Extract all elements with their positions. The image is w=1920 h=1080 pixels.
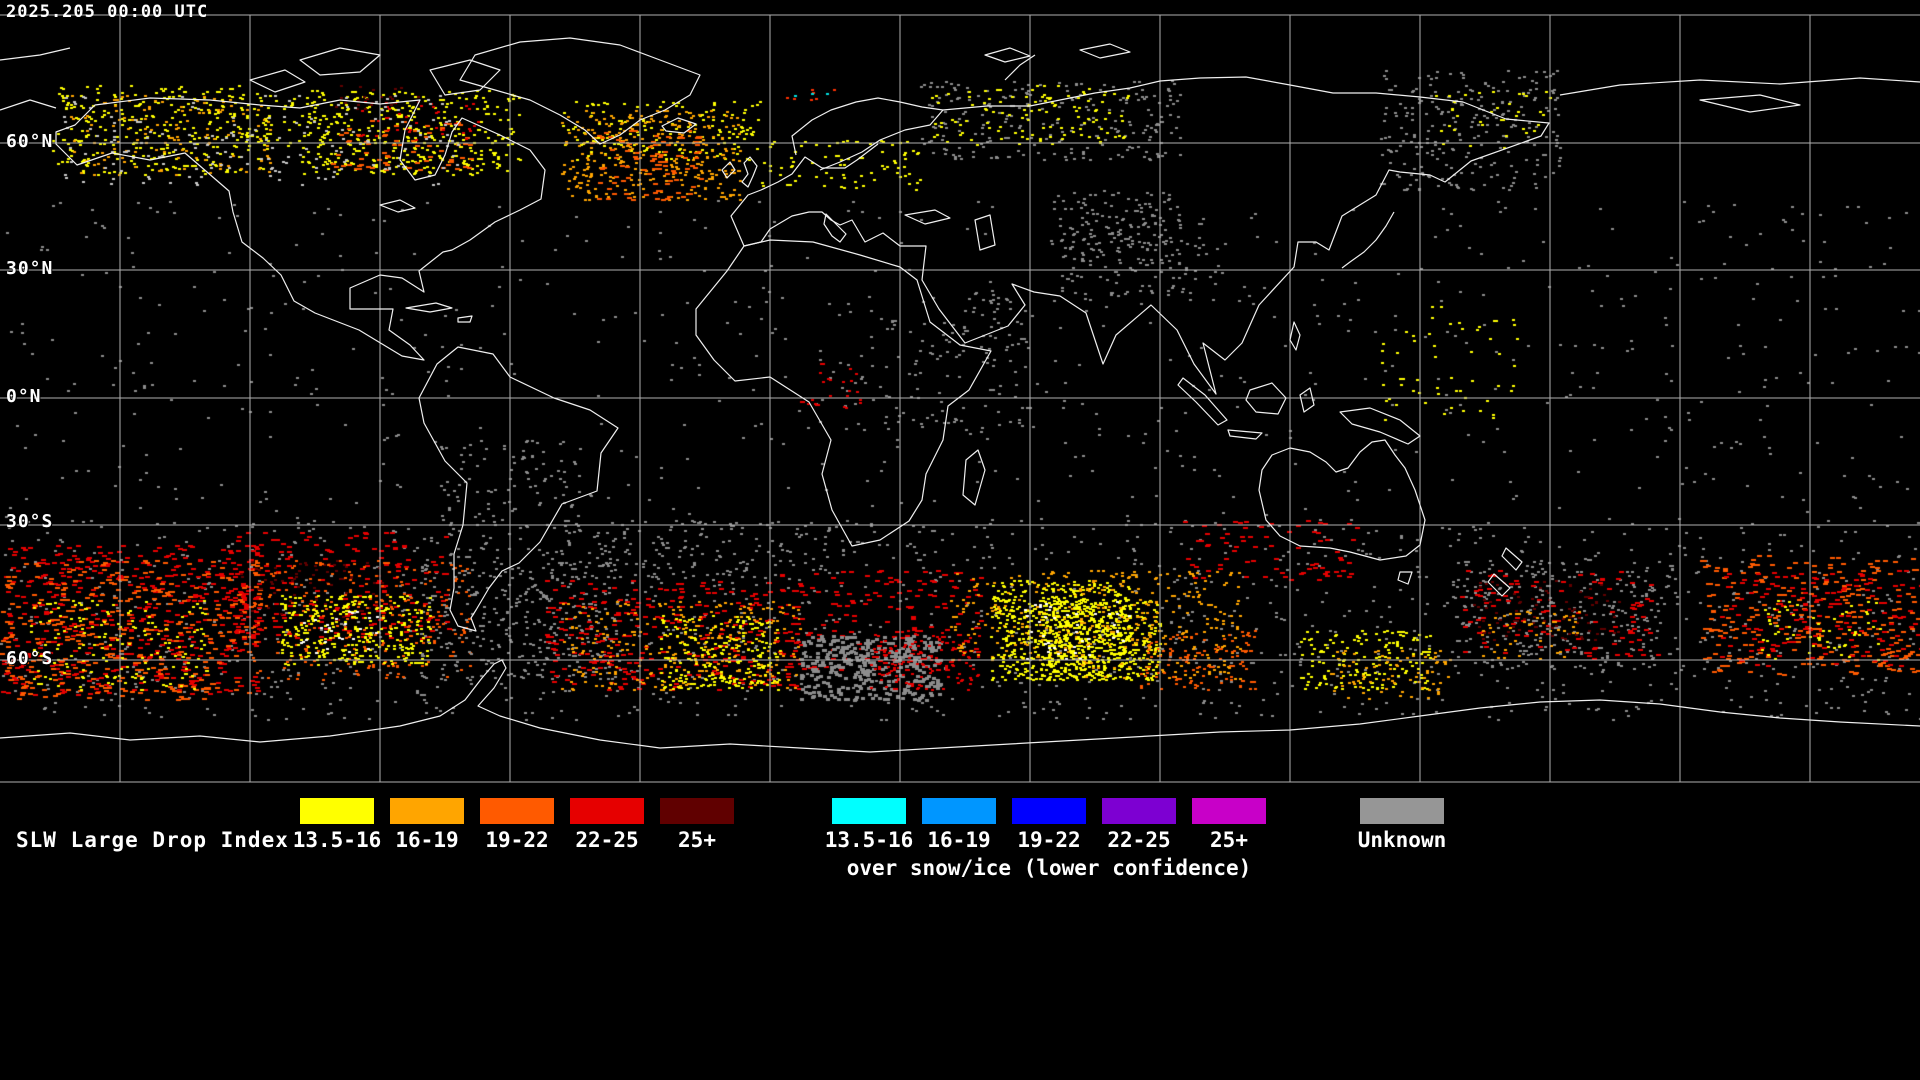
legend-label-snow-22-25: 22-25 bbox=[1107, 828, 1171, 852]
legend-swatch-22-25 bbox=[570, 798, 644, 824]
legend: SLW Large Drop Index 13.5-16 16-19 19-22… bbox=[0, 790, 1920, 910]
coast-africa bbox=[695, 239, 992, 547]
legend-swatch-25plus bbox=[660, 798, 734, 824]
legend-label-16-19: 16-19 bbox=[395, 828, 459, 852]
coast-japan bbox=[1341, 211, 1395, 269]
legend-label-snow-25plus: 25+ bbox=[1210, 828, 1248, 852]
coast-tasmania-nz bbox=[1397, 547, 1523, 597]
coast-svalbard bbox=[984, 43, 1131, 81]
lat-label-60s: 60°S bbox=[6, 648, 54, 669]
coast-greenland bbox=[459, 37, 701, 145]
legend-swatch-snow-16-19 bbox=[922, 798, 996, 824]
legend-label-snow-16-19: 16-19 bbox=[927, 828, 991, 852]
legend-title: SLW Large Drop Index bbox=[16, 828, 289, 852]
coast-arctic-islands bbox=[249, 47, 501, 96]
coast-australia bbox=[1258, 439, 1426, 561]
coastlines bbox=[0, 37, 1920, 753]
coast-north-america bbox=[55, 97, 546, 361]
legend-swatch-13.5-16 bbox=[300, 798, 374, 824]
coast-western-europe bbox=[730, 143, 879, 247]
coast-far-right-arctic bbox=[0, 47, 1920, 113]
legend-label-snow-19-22: 19-22 bbox=[1017, 828, 1081, 852]
coast-uk-ireland bbox=[721, 156, 758, 188]
coast-black-caspian bbox=[904, 209, 996, 251]
coast-south-america bbox=[418, 346, 619, 632]
legend-label-snow-13.5-16: 13.5-16 bbox=[824, 828, 914, 852]
lat-label-60n: 60°N bbox=[6, 131, 54, 152]
timestamp: 2025.205 00:00 UTC bbox=[6, 2, 209, 22]
legend-swatch-16-19 bbox=[390, 798, 464, 824]
coast-scandinavia bbox=[791, 97, 944, 171]
data-overlay-canvas bbox=[0, 0, 1920, 790]
coast-antarctica bbox=[0, 659, 1920, 753]
map-graphics bbox=[0, 14, 1920, 783]
lat-label-0n: 0°N bbox=[6, 386, 42, 407]
lat-label-30n: 30°N bbox=[6, 258, 54, 279]
coast-caribbean bbox=[405, 302, 473, 323]
coast-se-asia-islands bbox=[1177, 321, 1421, 445]
legend-swatch-19-22 bbox=[480, 798, 554, 824]
legend-swatch-unknown bbox=[1360, 798, 1444, 824]
legend-swatch-snow-22-25 bbox=[1102, 798, 1176, 824]
grid-lines bbox=[0, 14, 1920, 783]
legend-swatch-snow-19-22 bbox=[1012, 798, 1086, 824]
legend-swatch-snow-13.5-16 bbox=[832, 798, 906, 824]
legend-label-19-22: 19-22 bbox=[485, 828, 549, 852]
coast-italy bbox=[823, 213, 847, 243]
legend-label-13.5-16: 13.5-16 bbox=[292, 828, 382, 852]
coast-great-lakes bbox=[379, 199, 416, 213]
lat-label-30s: 30°S bbox=[6, 511, 54, 532]
legend-swatch-snow-25plus bbox=[1192, 798, 1266, 824]
coast-madagascar bbox=[962, 449, 986, 506]
coast-eurasia bbox=[743, 76, 1550, 395]
legend-label-unknown: Unknown bbox=[1357, 828, 1447, 852]
coast-iceland bbox=[661, 117, 697, 134]
legend-label-22-25: 22-25 bbox=[575, 828, 639, 852]
legend-caption-snow-ice: over snow/ice (lower confidence) bbox=[846, 856, 1252, 880]
legend-label-25plus: 25+ bbox=[678, 828, 716, 852]
